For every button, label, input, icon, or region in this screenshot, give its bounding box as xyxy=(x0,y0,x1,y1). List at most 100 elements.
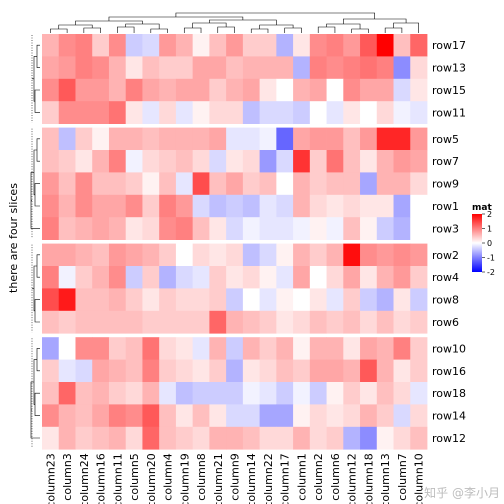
heatmap-cell xyxy=(242,194,261,218)
heatmap-cell xyxy=(343,243,361,267)
heatmap-cell xyxy=(326,127,344,151)
legend-color-bar xyxy=(472,214,482,272)
heatmap-cell xyxy=(309,404,327,428)
heatmap-cell xyxy=(42,172,60,196)
column-label: column12 xyxy=(346,453,359,504)
heatmap-cell xyxy=(192,127,210,151)
heatmap-cell xyxy=(209,337,227,360)
heatmap-cell xyxy=(209,194,227,218)
heatmap-cell xyxy=(192,101,210,124)
heatmap-cell xyxy=(125,243,143,267)
heatmap-cell xyxy=(175,78,194,102)
heatmap-cell xyxy=(360,266,378,289)
heatmap-cell xyxy=(259,56,277,80)
heatmap-cell xyxy=(192,426,210,450)
heatmap-cell xyxy=(192,243,210,267)
heatmap-cell xyxy=(192,56,210,80)
heatmap-cell xyxy=(58,382,76,405)
heatmap-cell xyxy=(75,101,93,124)
heatmap-cell xyxy=(108,337,127,360)
heatmap-cell xyxy=(175,101,194,124)
column-label: column24 xyxy=(78,453,91,504)
column-dendrogram-branch xyxy=(259,24,294,29)
heatmap-cell xyxy=(108,404,127,428)
heatmap-cell xyxy=(92,172,110,196)
heatmap-cell xyxy=(42,310,60,334)
row-label: row2 xyxy=(432,249,459,262)
heatmap-cell xyxy=(42,288,60,312)
heatmap-cell xyxy=(58,194,76,218)
heatmap-cell xyxy=(226,426,244,450)
heatmap-cell xyxy=(75,288,93,312)
heatmap-cell xyxy=(326,266,344,289)
heatmap-cell xyxy=(58,56,76,80)
heatmap-cell xyxy=(75,194,93,218)
heatmap-cell xyxy=(309,217,327,240)
heatmap-cell xyxy=(175,56,194,80)
heatmap-cell xyxy=(175,194,194,218)
heatmap-cell xyxy=(209,101,227,124)
heatmap-cell xyxy=(343,78,361,102)
heatmap-cell xyxy=(410,404,428,428)
heatmap-cell xyxy=(259,101,277,124)
heatmap-cell xyxy=(293,172,311,196)
heatmap-cell xyxy=(360,310,378,334)
column-label: column20 xyxy=(145,453,158,504)
heatmap-cell xyxy=(326,101,344,124)
heatmap-cell xyxy=(226,243,244,267)
heatmap-cell xyxy=(209,310,227,334)
heatmap-cell xyxy=(226,359,244,383)
heatmap-cell xyxy=(58,150,76,173)
heatmap-cell xyxy=(343,310,361,334)
heatmap-cell xyxy=(309,288,327,312)
heatmap-cell xyxy=(276,78,294,102)
heatmap-cell xyxy=(42,127,60,151)
heatmap-cell xyxy=(142,56,160,80)
heatmap-cell xyxy=(159,194,177,218)
heatmap-cell xyxy=(393,359,411,383)
heatmap-cell xyxy=(125,56,143,80)
heatmap-cell xyxy=(92,217,110,240)
heatmap-cell xyxy=(92,426,110,450)
heatmap-cell xyxy=(410,426,428,450)
heatmap-cell xyxy=(259,172,277,196)
heatmap-cell xyxy=(309,172,327,196)
heatmap-cell xyxy=(410,172,428,196)
column-label: column1 xyxy=(295,453,308,501)
heatmap-cell xyxy=(58,34,76,57)
heatmap-cell xyxy=(192,382,210,405)
heatmap-cell xyxy=(326,78,344,102)
heatmap-cell xyxy=(226,310,244,334)
heatmap-cell xyxy=(242,172,261,196)
heatmap-cell xyxy=(192,150,210,173)
heatmap-cell xyxy=(343,359,361,383)
heatmap-cell xyxy=(360,426,378,450)
column-label: column5 xyxy=(128,453,141,501)
heatmap-cell xyxy=(242,337,261,360)
heatmap-cell xyxy=(75,78,93,102)
legend-tick-label: -1 xyxy=(487,254,495,263)
heatmap-cell xyxy=(326,217,344,240)
heatmap-cell xyxy=(42,78,60,102)
heatmap-cell xyxy=(343,382,361,405)
heatmap-cell xyxy=(175,172,194,196)
heatmap-cell xyxy=(326,404,344,428)
heatmap-cell xyxy=(242,101,261,124)
column-dendrogram-branch xyxy=(83,27,101,33)
heatmap-cell xyxy=(360,382,378,405)
heatmap-cell xyxy=(259,194,277,218)
heatmap-cell xyxy=(293,101,311,124)
heatmap-cell xyxy=(192,310,210,334)
heatmap-cell xyxy=(75,404,93,428)
heatmap-cell xyxy=(393,150,411,173)
heatmap-cell xyxy=(125,266,143,289)
heatmap-cell xyxy=(410,217,428,240)
heatmap-cell xyxy=(75,382,93,405)
heatmap-cell xyxy=(343,426,361,450)
heatmap-cell xyxy=(276,217,294,240)
heatmap-cell xyxy=(309,56,327,80)
heatmap-cell xyxy=(142,78,160,102)
heatmap-cell xyxy=(410,101,428,124)
heatmap-cell xyxy=(226,194,244,218)
heatmap-cell xyxy=(343,337,361,360)
